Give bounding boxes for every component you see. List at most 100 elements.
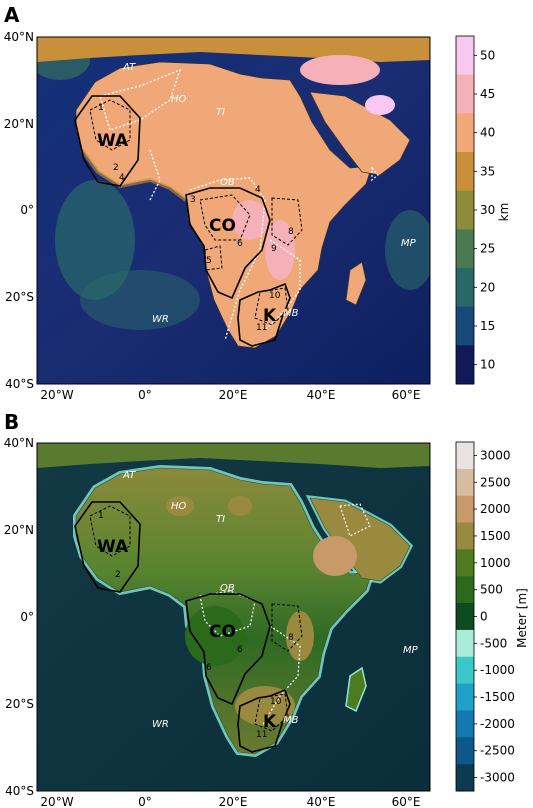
number-10-b: 10 [270, 697, 282, 707]
colorbar-tick-label: -3000 [480, 771, 515, 785]
colorbar-a: 50 45 40 35 30 25 20 15 10 [455, 35, 495, 385]
feature-ob-a: OB [220, 177, 235, 188]
panel-b: B [4, 410, 529, 808]
colorbar-tick-label: 15 [480, 319, 495, 333]
colorbar-tick-label: 30 [480, 203, 495, 217]
lon-tick-0-b: 0° [138, 795, 152, 808]
number-1-b: 1 [98, 511, 104, 521]
colorbar-swatch [456, 603, 474, 631]
colorbar-swatch [456, 683, 474, 711]
lon-tick-20w-b: 20°W [40, 795, 73, 808]
map-b [37, 443, 430, 791]
feature-mb-b: MB [283, 715, 299, 726]
panel-letter-a: A [4, 3, 20, 27]
feature-mb-a: MB [283, 308, 299, 319]
colorbar-tick-label: -2000 [480, 717, 515, 731]
colorbar-swatch [456, 442, 474, 470]
region-co-outline [185, 187, 271, 300]
number-6-b: 6 [237, 645, 243, 655]
colorbar-tick-label: 25 [480, 242, 495, 256]
panel-letter-b: B [4, 410, 19, 434]
colorbar-swatch [456, 764, 474, 792]
number-1-a: 1 [98, 103, 104, 113]
lon-tick-20e-b: 20°E [219, 795, 248, 808]
colorbar-swatch [456, 468, 474, 497]
number-8-b: 8 [288, 633, 294, 643]
colorbar-swatch [456, 152, 474, 192]
colorbar-label-a: km [497, 203, 511, 222]
colorbar-tick-label: -1000 [480, 663, 515, 677]
colorbar-tick-label: -2500 [480, 744, 515, 758]
feature-ho-a: HO [171, 94, 187, 105]
feature-wr-a: WR [152, 314, 169, 325]
lat-tick-20s-b: 20°S [5, 697, 34, 711]
colorbar-tick-label: 2000 [480, 502, 511, 516]
feature-mp-a: MP [401, 238, 417, 249]
number-9-a: 9 [271, 244, 277, 254]
x-axis-b: 20°W 0° 20°E 40°E 60°E [40, 795, 420, 808]
map-frame-a [36, 36, 431, 385]
feature-at-a: AT [122, 62, 136, 73]
region-wa-outline-b [74, 501, 141, 593]
colorbar-tick-label: 1000 [480, 556, 511, 570]
label-wa-b: WA [97, 537, 129, 557]
number-8-a: 8 [288, 227, 294, 237]
colorbar-swatch [456, 306, 474, 346]
colorbar-tick-label: 40 [480, 126, 495, 140]
colorbar-tick-label: 20 [480, 280, 495, 294]
feature-wr-b: WR [152, 719, 169, 730]
lon-tick-60e-b: 60°E [392, 795, 421, 808]
lon-tick-40e-b: 40°E [307, 795, 336, 808]
lat-tick-40s-a: 40°S [5, 377, 34, 391]
number-11-a: 11 [256, 323, 267, 333]
feature-at-b: AT [122, 470, 136, 481]
number-4-a: 4 [255, 185, 261, 195]
number-3-a: 3 [190, 195, 196, 205]
lat-tick-0-b: 0° [20, 610, 34, 624]
colorbar-swatch [456, 495, 474, 524]
lon-tick-60e-a: 60°E [392, 388, 421, 402]
label-k-b: K [263, 712, 277, 732]
label-wa-a: WA [97, 131, 129, 151]
colorbar-swatch [456, 113, 474, 153]
lat-tick-40n-a: 40°N [4, 30, 34, 44]
colorbar-swatch [456, 549, 474, 577]
colorbar-swatch [456, 737, 474, 765]
colorbar-swatch [456, 268, 474, 308]
lon-tick-40e-a: 40°E [307, 388, 336, 402]
colorbar-tick-label: 1500 [480, 529, 511, 543]
lat-tick-20n-b: 20°N [4, 523, 34, 537]
feature-mp-b: MP [403, 645, 419, 656]
number-2-a: 2 [113, 163, 119, 173]
y-axis-b: 40°N 20°N 0° 20°S 40°S [4, 436, 34, 798]
colorbar-swatch [456, 229, 474, 269]
x-axis-a: 20°W 0° 20°E 40°E 60°E [40, 388, 420, 402]
feature-ti-a: TI [216, 107, 225, 118]
colorbar-tick-label: -1500 [480, 690, 515, 704]
colorbar-swatch [456, 522, 474, 550]
colorbar-b: 3000 2500 2000 1500 1000 500 0 -500 -1000 -1500 -2… [455, 441, 515, 792]
colorbar-tick-label: 2500 [480, 475, 511, 489]
number-6-a: 6 [237, 239, 243, 249]
colorbar-tick-label: -500 [480, 636, 507, 650]
colorbar-tick-label: 10 [480, 358, 495, 372]
number-5-a: 5 [206, 256, 212, 266]
y-axis-a: 40°N 20°N 0° 20°S 40°S [4, 30, 34, 391]
colorbar-tick-label: 500 [480, 583, 503, 597]
feature-ob-b: OB [220, 583, 235, 594]
lat-tick-40n-b: 40°N [4, 436, 34, 450]
lon-tick-0-a: 0° [138, 388, 152, 402]
lon-tick-20e-a: 20°E [219, 388, 248, 402]
colorbar-swatch [456, 345, 474, 385]
colorbar-swatch [456, 576, 474, 604]
map-frame-b [36, 442, 431, 792]
lat-tick-20s-a: 20°S [5, 290, 34, 304]
lat-tick-40s-b: 40°S [5, 784, 34, 798]
region-co-outline-b [185, 593, 271, 706]
colorbar-swatch [456, 656, 474, 685]
lat-tick-20n-a: 20°N [4, 117, 34, 131]
lon-tick-20w-a: 20°W [40, 388, 73, 402]
colorbar-swatch [456, 36, 474, 76]
label-co-a: CO [209, 216, 236, 236]
